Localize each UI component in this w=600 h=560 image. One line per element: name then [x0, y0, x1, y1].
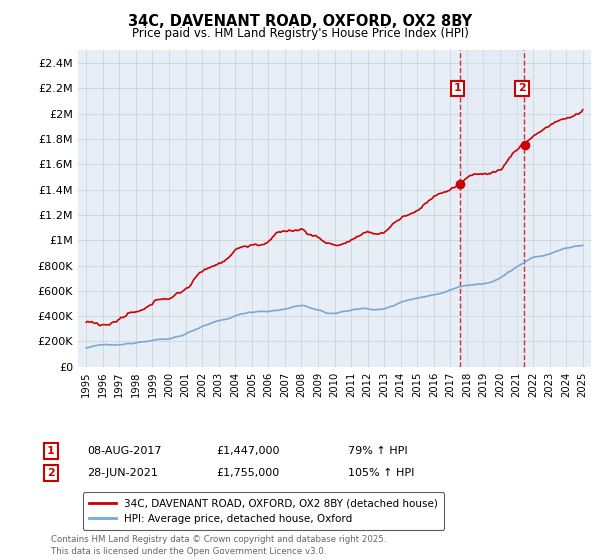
Text: 2: 2 [47, 468, 55, 478]
Text: Price paid vs. HM Land Registry's House Price Index (HPI): Price paid vs. HM Land Registry's House … [131, 27, 469, 40]
Text: 34C, DAVENANT ROAD, OXFORD, OX2 8BY: 34C, DAVENANT ROAD, OXFORD, OX2 8BY [128, 14, 472, 29]
Text: 105% ↑ HPI: 105% ↑ HPI [348, 468, 415, 478]
Text: 28-JUN-2021: 28-JUN-2021 [87, 468, 158, 478]
Text: £1,447,000: £1,447,000 [216, 446, 280, 456]
Text: 1: 1 [47, 446, 55, 456]
Text: Contains HM Land Registry data © Crown copyright and database right 2025.
This d: Contains HM Land Registry data © Crown c… [51, 535, 386, 556]
Legend: 34C, DAVENANT ROAD, OXFORD, OX2 8BY (detached house), HPI: Average price, detach: 34C, DAVENANT ROAD, OXFORD, OX2 8BY (det… [83, 492, 444, 530]
Bar [460, 50, 524, 367]
Text: 2: 2 [518, 83, 526, 94]
Text: £1,755,000: £1,755,000 [216, 468, 279, 478]
Text: 08-AUG-2017: 08-AUG-2017 [87, 446, 161, 456]
Text: 1: 1 [454, 83, 461, 94]
Text: 79% ↑ HPI: 79% ↑ HPI [348, 446, 407, 456]
